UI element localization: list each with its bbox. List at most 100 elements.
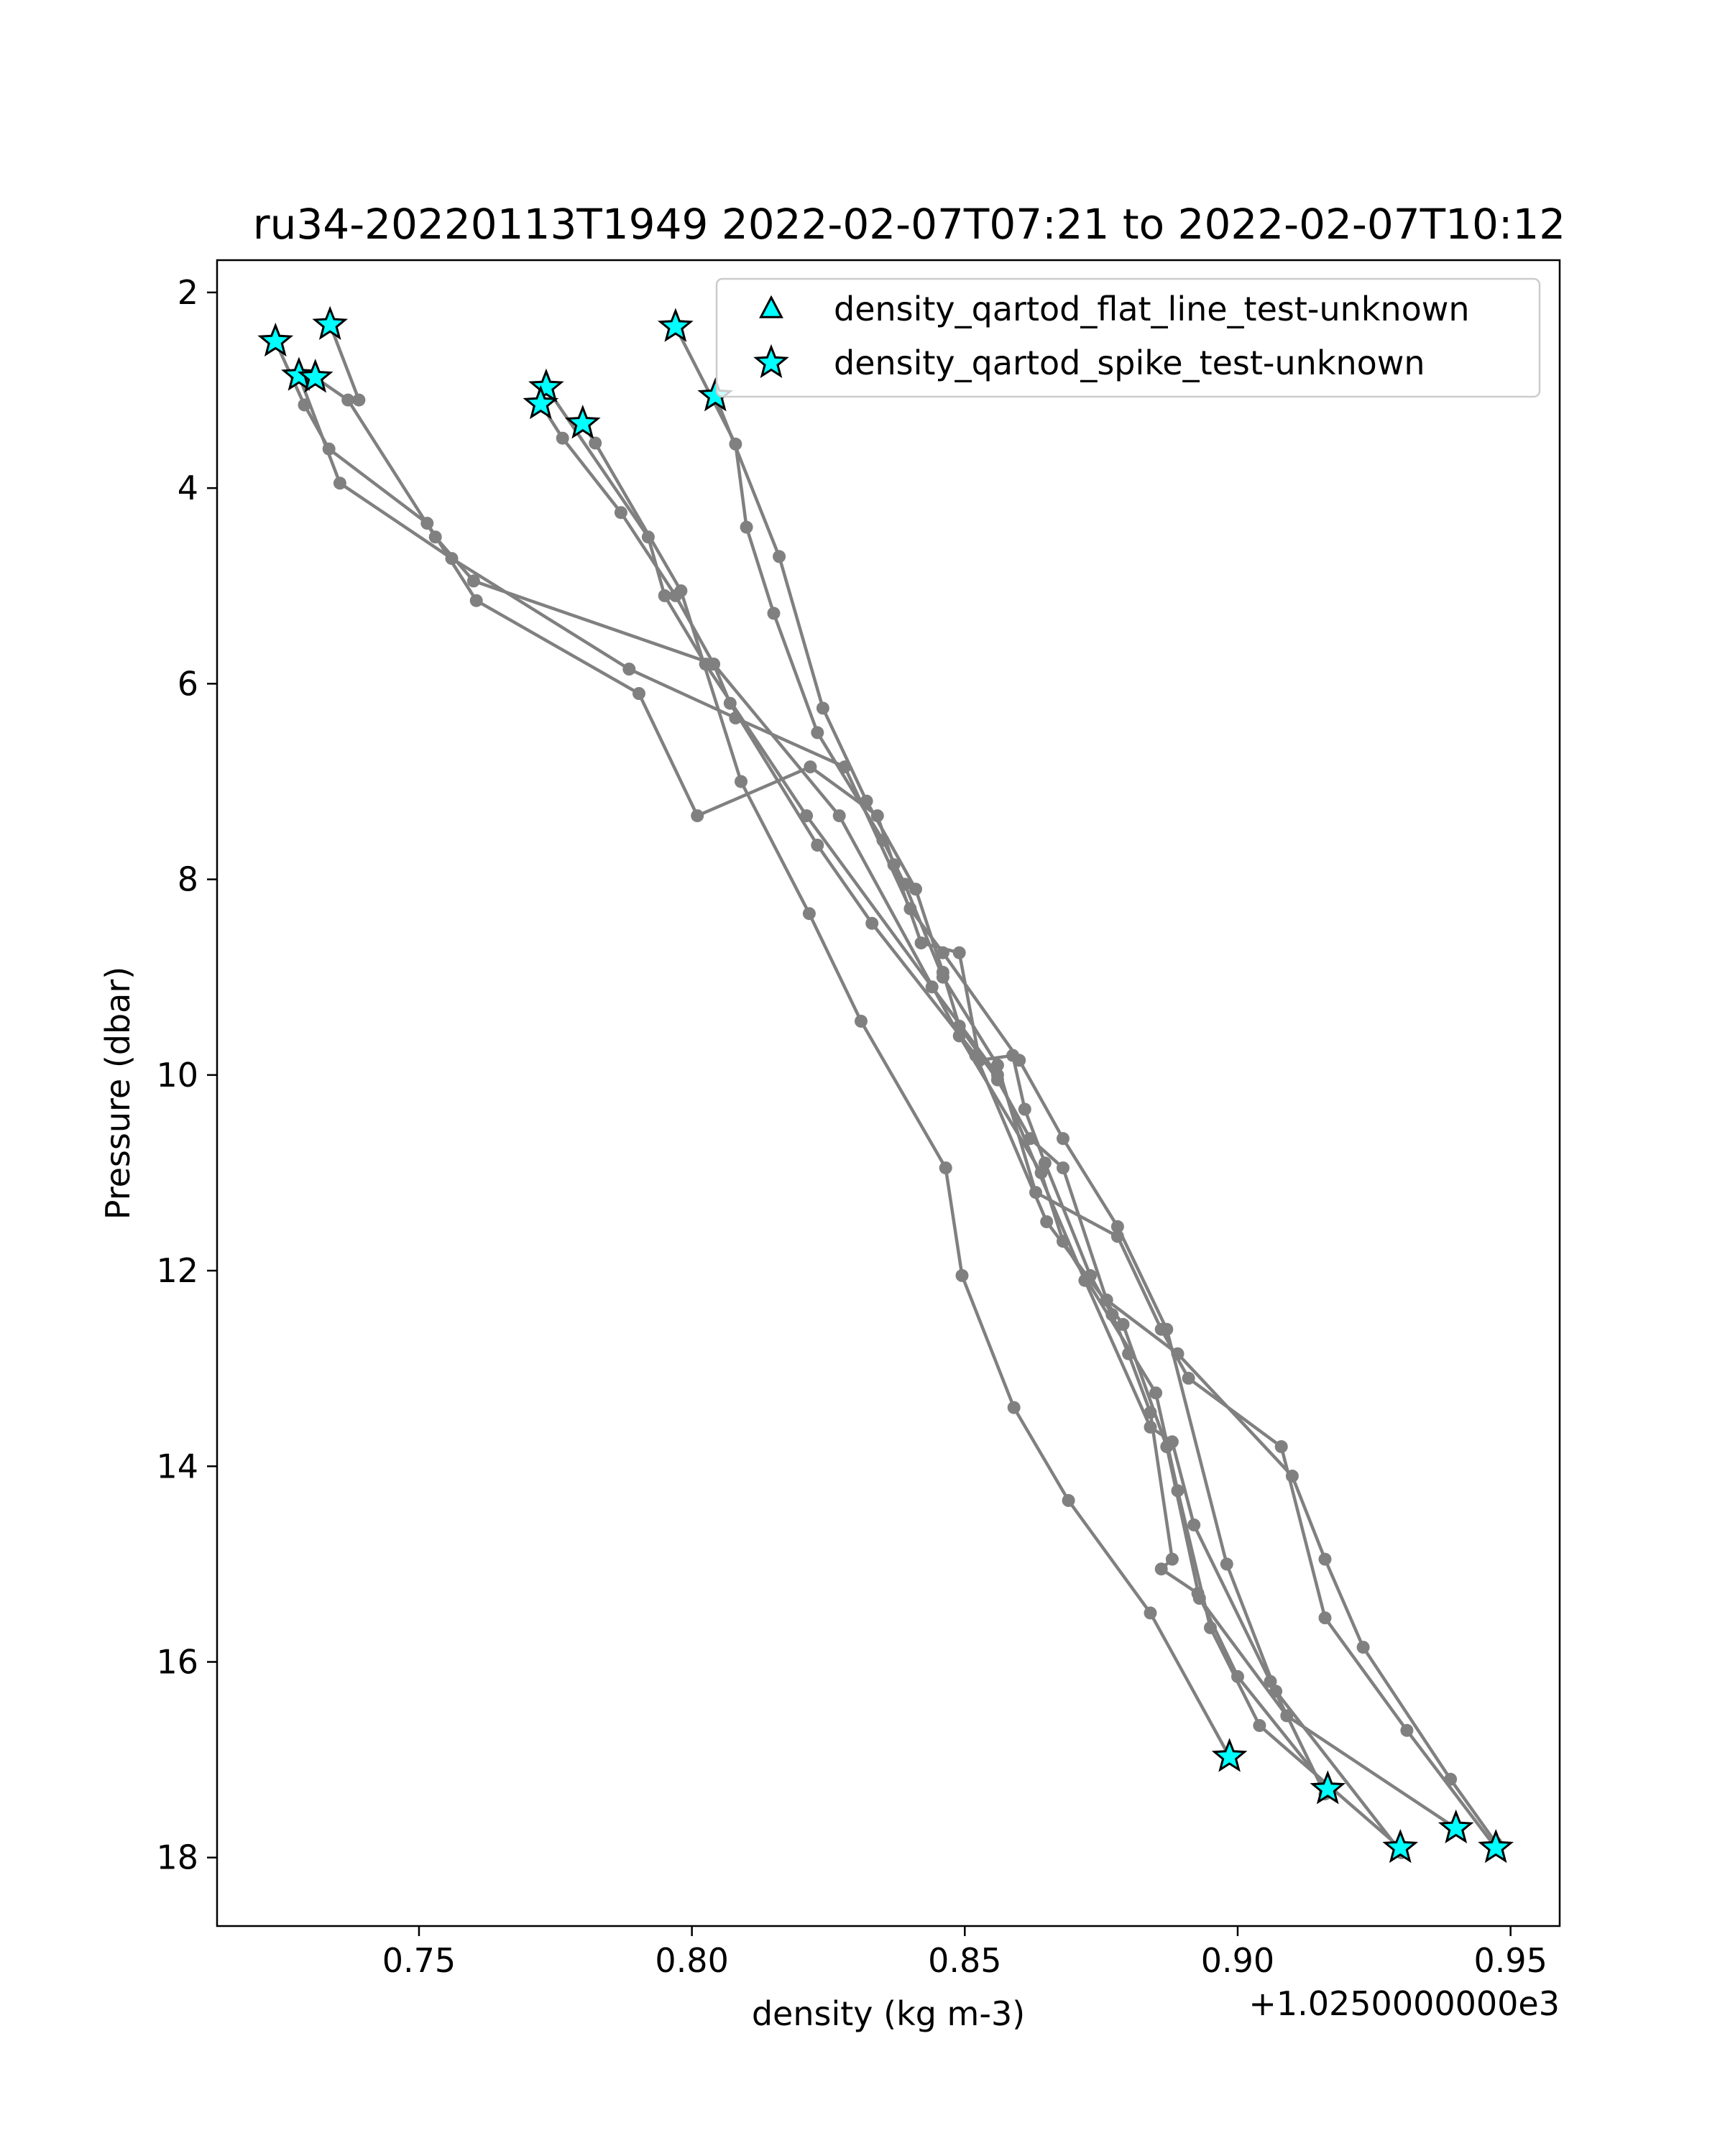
data-point	[804, 760, 817, 774]
data-point	[1356, 1641, 1370, 1654]
data-point	[936, 965, 949, 979]
x-axis-label: density (kg m-3)	[752, 1994, 1025, 2033]
data-point	[1007, 1401, 1021, 1414]
y-tick-label: 4	[178, 469, 198, 507]
data-point	[1100, 1293, 1113, 1307]
flag-layer	[257, 305, 1514, 1864]
data-point	[1285, 1469, 1299, 1483]
x-tick-label: 0.95	[1473, 1941, 1547, 1980]
y-tick-label: 18	[156, 1838, 198, 1877]
data-point	[1144, 1606, 1157, 1620]
data-point	[1253, 1719, 1266, 1732]
data-point	[1187, 1518, 1201, 1531]
data-point	[1110, 1220, 1124, 1233]
spike-flag-marker	[564, 405, 601, 439]
data-point	[614, 506, 627, 520]
data-point	[832, 809, 846, 823]
data-point	[860, 794, 873, 808]
legend-label: density_qartod_flat_line_test-unknown	[834, 290, 1470, 328]
data-point	[1024, 1132, 1037, 1146]
data-point	[1013, 1054, 1026, 1067]
data-point	[466, 574, 480, 588]
spike-flag-marker	[523, 384, 559, 420]
data-point	[1165, 1552, 1179, 1566]
legend-star-icon	[753, 344, 789, 379]
x-tick-label: 0.80	[655, 1941, 728, 1980]
data-point	[865, 916, 879, 930]
data-point	[1400, 1723, 1414, 1737]
profile-series-8	[668, 320, 1503, 1855]
data-point	[800, 809, 814, 823]
data-point	[1154, 1322, 1168, 1336]
spike-flag-marker	[297, 359, 334, 393]
legend-box	[715, 277, 1541, 398]
y-tick-label: 16	[156, 1642, 198, 1681]
spike-flag-marker	[1310, 1770, 1346, 1805]
data-point	[990, 1059, 1004, 1072]
data-point	[1204, 1621, 1217, 1634]
data-point	[1182, 1371, 1195, 1385]
data-point	[1057, 1132, 1070, 1146]
data-point	[1154, 1562, 1168, 1576]
data-point	[955, 1268, 969, 1282]
data-point	[1444, 1772, 1458, 1786]
data-point	[735, 775, 748, 788]
y-axis: 2 4 6 8 10 12 14 16 18	[156, 273, 217, 1877]
data-point	[952, 946, 966, 959]
y-tick-label: 2	[178, 273, 198, 312]
data-point	[469, 594, 483, 607]
profile-line-4	[328, 323, 361, 401]
data-point	[658, 589, 671, 602]
data-point	[1171, 1347, 1184, 1360]
legend-label: density_qartod_spike_test-unknown	[834, 344, 1425, 382]
data-point	[855, 1015, 868, 1028]
data-point	[674, 584, 688, 598]
data-point	[1057, 1161, 1070, 1175]
data-point	[632, 687, 645, 700]
data-point	[1171, 1484, 1184, 1498]
data-point	[1018, 1102, 1031, 1116]
spike-flag-marker	[257, 322, 294, 357]
profile-series-3	[308, 371, 1463, 1835]
x-axis-offset-label: +1.0250000000e3	[1248, 1984, 1560, 2023]
y-tick-label: 6	[178, 664, 198, 703]
data-point	[773, 550, 786, 563]
data-point	[909, 883, 922, 896]
profile-line-5	[539, 402, 1402, 1849]
data-point	[1220, 1557, 1233, 1571]
data-point	[352, 393, 366, 407]
profile-line-7	[581, 423, 1231, 1758]
y-tick-label: 14	[156, 1447, 198, 1485]
spike-flag-marker	[1438, 1809, 1474, 1844]
y-axis-label: Pressure (dbar)	[98, 967, 137, 1220]
data-point	[925, 980, 939, 994]
x-axis: 0.75 0.80 0.85 0.90 0.95	[382, 1926, 1547, 1980]
data-point	[740, 520, 753, 534]
x-tick-label: 0.85	[928, 1941, 1001, 1980]
spike-flag-marker	[1211, 1738, 1248, 1772]
spike-flag-marker	[281, 356, 317, 391]
data-point	[622, 663, 636, 676]
data-point	[898, 877, 911, 891]
data-point	[802, 907, 816, 921]
data-point	[990, 1073, 1004, 1087]
legend: density_qartod_flat_line_test-unknownden…	[715, 277, 1541, 398]
data-point	[1149, 1386, 1163, 1400]
data-point	[952, 1019, 966, 1033]
data-point	[1318, 1552, 1332, 1566]
spike-flag-marker	[312, 305, 349, 340]
data-point	[816, 701, 829, 715]
x-tick-label: 0.90	[1201, 1941, 1274, 1980]
spike-flag-marker	[657, 308, 694, 342]
data-point	[1110, 1230, 1124, 1243]
data-point	[691, 809, 704, 823]
legend-triangle-icon	[759, 295, 783, 318]
data-point	[767, 607, 781, 620]
data-point	[1062, 1493, 1075, 1507]
data-point	[1274, 1440, 1288, 1453]
data-point	[1165, 1435, 1179, 1449]
data-point	[1029, 1186, 1042, 1199]
y-tick-label: 12	[156, 1251, 198, 1290]
data-point	[936, 946, 949, 959]
